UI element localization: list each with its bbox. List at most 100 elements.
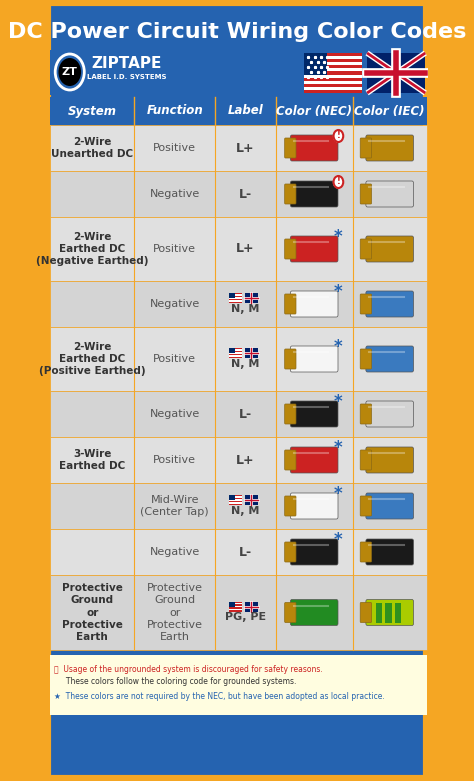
FancyBboxPatch shape [229, 301, 242, 303]
Text: Color (IEC): Color (IEC) [355, 105, 425, 117]
FancyBboxPatch shape [304, 66, 362, 69]
FancyBboxPatch shape [304, 90, 362, 93]
FancyBboxPatch shape [50, 391, 427, 437]
FancyBboxPatch shape [229, 497, 242, 499]
Text: 2-Wire
Unearthed DC: 2-Wire Unearthed DC [51, 137, 134, 159]
FancyBboxPatch shape [229, 348, 235, 353]
FancyBboxPatch shape [366, 181, 413, 207]
FancyBboxPatch shape [291, 291, 338, 317]
FancyBboxPatch shape [229, 495, 235, 500]
FancyBboxPatch shape [304, 62, 362, 66]
Text: L-: L- [239, 408, 252, 420]
FancyBboxPatch shape [285, 404, 296, 424]
Text: L+: L+ [236, 454, 255, 466]
FancyBboxPatch shape [291, 135, 338, 161]
FancyBboxPatch shape [291, 447, 338, 473]
Text: Positive: Positive [153, 354, 196, 364]
FancyBboxPatch shape [285, 349, 296, 369]
FancyBboxPatch shape [50, 575, 427, 650]
Text: *: * [334, 338, 343, 356]
FancyBboxPatch shape [229, 601, 242, 603]
FancyBboxPatch shape [366, 401, 413, 427]
FancyBboxPatch shape [229, 501, 242, 502]
FancyBboxPatch shape [360, 294, 372, 314]
FancyBboxPatch shape [229, 502, 242, 504]
FancyBboxPatch shape [366, 346, 413, 372]
Text: !: ! [337, 177, 340, 187]
FancyBboxPatch shape [291, 236, 338, 262]
FancyBboxPatch shape [291, 493, 338, 519]
FancyBboxPatch shape [360, 349, 372, 369]
FancyBboxPatch shape [360, 496, 372, 516]
Circle shape [334, 130, 343, 142]
Text: Negative: Negative [150, 299, 200, 309]
FancyBboxPatch shape [50, 437, 427, 483]
Text: *: * [334, 485, 343, 503]
FancyBboxPatch shape [285, 602, 296, 622]
FancyBboxPatch shape [291, 346, 338, 372]
Text: *: * [334, 531, 343, 549]
Text: L+: L+ [236, 242, 255, 255]
FancyBboxPatch shape [229, 349, 242, 351]
Text: Positive: Positive [153, 455, 196, 465]
FancyBboxPatch shape [229, 608, 242, 610]
FancyBboxPatch shape [50, 483, 427, 529]
Text: L+: L+ [236, 141, 255, 155]
FancyBboxPatch shape [229, 293, 235, 298]
FancyBboxPatch shape [50, 171, 427, 217]
FancyBboxPatch shape [229, 357, 242, 358]
FancyBboxPatch shape [229, 300, 242, 301]
Circle shape [58, 58, 81, 86]
FancyBboxPatch shape [229, 601, 235, 607]
FancyBboxPatch shape [229, 351, 242, 352]
FancyBboxPatch shape [360, 404, 372, 424]
FancyBboxPatch shape [245, 348, 257, 358]
FancyBboxPatch shape [285, 138, 296, 158]
FancyBboxPatch shape [229, 604, 242, 606]
Text: L-: L- [239, 545, 252, 558]
FancyBboxPatch shape [367, 53, 425, 93]
FancyBboxPatch shape [285, 450, 296, 470]
Text: ⓘ  Usage of the ungrounded system is discouraged for safety reasons.: ⓘ Usage of the ungrounded system is disc… [54, 665, 322, 674]
Text: N, M: N, M [231, 304, 260, 314]
FancyBboxPatch shape [229, 296, 242, 298]
FancyBboxPatch shape [245, 601, 257, 612]
FancyBboxPatch shape [291, 401, 338, 427]
FancyBboxPatch shape [304, 74, 362, 77]
FancyBboxPatch shape [50, 97, 427, 125]
FancyBboxPatch shape [366, 135, 413, 161]
Circle shape [334, 176, 343, 188]
Text: 3-Wire
Earthed DC: 3-Wire Earthed DC [59, 449, 126, 471]
FancyBboxPatch shape [245, 293, 257, 303]
FancyBboxPatch shape [49, 4, 425, 777]
FancyBboxPatch shape [375, 602, 382, 622]
FancyBboxPatch shape [285, 184, 296, 204]
FancyBboxPatch shape [304, 53, 328, 75]
FancyBboxPatch shape [291, 600, 338, 626]
FancyBboxPatch shape [50, 655, 427, 715]
FancyBboxPatch shape [366, 236, 413, 262]
FancyBboxPatch shape [229, 354, 242, 355]
FancyBboxPatch shape [229, 355, 242, 357]
Text: *: * [334, 228, 343, 246]
FancyBboxPatch shape [366, 447, 413, 473]
Text: Mid-Wire
(Center Tap): Mid-Wire (Center Tap) [140, 495, 209, 517]
Text: Protective
Ground
or
Protective
Earth: Protective Ground or Protective Earth [147, 583, 203, 642]
FancyBboxPatch shape [285, 294, 296, 314]
FancyBboxPatch shape [291, 181, 338, 207]
Text: L-: L- [239, 187, 252, 201]
FancyBboxPatch shape [285, 542, 296, 562]
FancyBboxPatch shape [360, 450, 372, 470]
Text: N, M: N, M [231, 506, 260, 516]
FancyBboxPatch shape [229, 603, 242, 604]
Text: *: * [334, 393, 343, 411]
Text: LABEL I.D. SYSTEMS: LABEL I.D. SYSTEMS [87, 74, 166, 80]
FancyBboxPatch shape [304, 56, 362, 59]
FancyBboxPatch shape [229, 495, 242, 497]
Text: *: * [334, 439, 343, 457]
Text: System: System [68, 105, 117, 117]
Text: ZIPTAPE: ZIPTAPE [91, 55, 162, 70]
FancyBboxPatch shape [50, 529, 427, 575]
FancyBboxPatch shape [229, 294, 242, 296]
Text: ★  These colors are not required by the NEC, but have been adopted as local prac: ★ These colors are not required by the N… [54, 692, 384, 701]
